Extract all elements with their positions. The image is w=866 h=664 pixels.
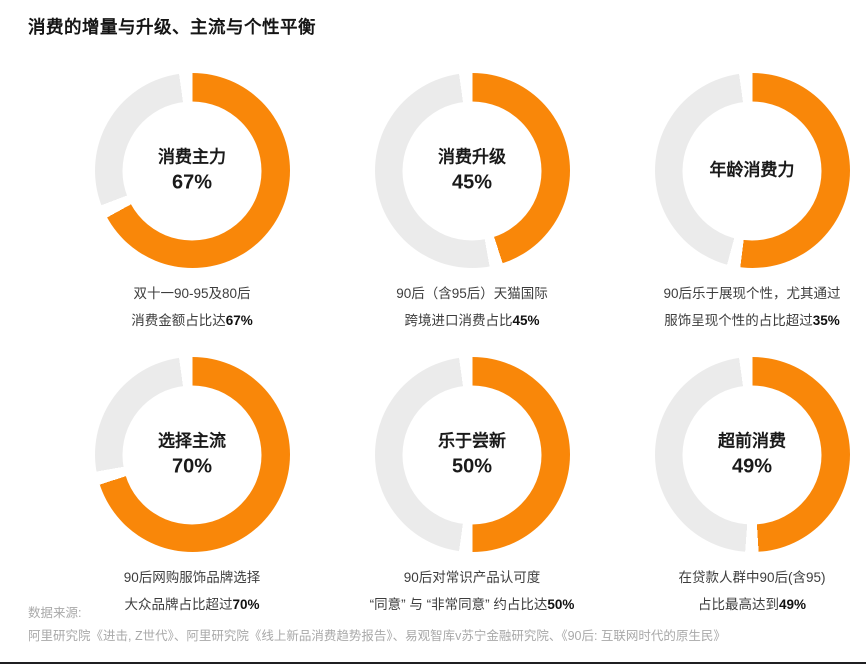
donut-chart: 消费升级 45% [374,73,570,268]
donut-percent: 67% [171,171,213,194]
donut-hole: 乐于尝新 50% [402,385,542,524]
donut-hole: 消费升级 45% [402,101,542,240]
bottom-border-line [0,662,866,664]
donut-cell-age-power: 年龄消费力 90后乐于展现个性，尤其通过 服饰呈现个性的占比超过35% [612,73,866,357]
donut-cell-consumption-upgrade: 消费升级 45% 90后（含95后）天猫国际 跨境进口消费占比45% [332,73,612,357]
donut-percent: 45% [451,171,493,194]
caption-line2: “同意” 与 “非常同意” 约占比达 [369,597,548,612]
caption-line2: 跨境进口消费占比 [404,313,513,328]
donut-caption: 双十一90-95及80后 消费金额占比达67% [131,280,253,334]
donut-chart: 年龄消费力 [654,73,850,268]
donut-cell-willing-to-try: 乐于尝新 50% 90后对常识产品认可度 “同意” 与 “非常同意” 约占比达5… [332,357,612,641]
caption-line1: 90后乐于展现个性，尤其通过 [663,286,841,301]
donut-chart: 消费主力 67% [94,73,290,268]
caption-bold-value: 70% [232,597,260,612]
donut-caption: 90后（含95后）天猫国际 跨境进口消费占比45% [396,280,548,334]
donut-caption: 在贷款人群中90后(含95) 占比最高达到49% [678,564,825,618]
donut-cell-advance-consumption: 超前消费 49% 在贷款人群中90后(含95) 占比最高达到49% [612,357,866,641]
caption-line2: 消费金额占比达 [131,313,226,328]
donut-title: 消费升级 [438,147,506,167]
donut-caption: 90后网购服饰品牌选择 大众品牌占比超过70% [124,564,261,618]
data-source-text: 阿里研究院《进击, Z世代》、阿里研究院《线上新品消费趋势报告》、易观智库v苏宁… [28,629,726,643]
caption-bold-value: 49% [778,597,807,612]
donut-title: 超前消费 [718,431,786,451]
page-title: 消费的增量与升级、主流与个性平衡 [28,17,316,37]
data-source-note: 数据来源: 阿里研究院《进击, Z世代》、阿里研究院《线上新品消费趋势报告》、易… [28,602,726,648]
donut-title: 选择主流 [158,431,226,451]
donut-percent: 70% [171,455,213,478]
caption-line2: 大众品牌占比超过 [124,597,233,612]
donut-chart-grid: 消费主力 67% 双十一90-95及80后 消费金额占比达67% 消费升级 45… [52,73,866,641]
donut-percent: 49% [731,455,773,478]
donut-hole: 选择主流 70% [122,385,262,524]
caption-bold-value: 50% [547,597,575,612]
caption-line1: 双十一90-95及80后 [133,286,251,301]
donut-title: 年龄消费力 [709,160,795,180]
caption-line2: 服饰呈现个性的占比超过 [664,313,813,328]
donut-hole: 超前消费 49% [682,385,822,524]
donut-chart: 乐于尝新 50% [374,357,570,552]
caption-line1: 90后网购服饰品牌选择 [123,570,261,585]
donut-hole: 消费主力 67% [122,101,262,240]
caption-line2: 占比最高达到 [697,597,779,612]
donut-cell-mainstream-choice: 选择主流 70% 90后网购服饰品牌选择 大众品牌占比超过70% [52,357,332,641]
caption-bold-value: 35% [812,313,840,328]
donut-caption: 90后乐于展现个性，尤其通过 服饰呈现个性的占比超过35% [663,280,840,334]
caption-bold-value: 67% [225,313,253,328]
data-source-label: 数据来源: [28,606,82,620]
caption-bold-value: 45% [512,313,540,328]
caption-line1: 90后（含95后）天猫国际 [396,286,548,301]
donut-chart: 选择主流 70% [94,357,290,552]
donut-percent: 50% [451,455,493,478]
caption-line1: 90后对常识产品认可度 [403,570,541,585]
donut-hole: 年龄消费力 [682,101,822,240]
caption-line1: 在贷款人群中90后(含95) [678,570,826,585]
donut-cell-consumer-main: 消费主力 67% 双十一90-95及80后 消费金额占比达67% [52,73,332,357]
donut-title: 乐于尝新 [438,431,506,451]
donut-title: 消费主力 [158,147,226,167]
donut-caption: 90后对常识产品认可度 “同意” 与 “非常同意” 约占比达50% [370,564,575,618]
donut-chart: 超前消费 49% [654,357,850,552]
